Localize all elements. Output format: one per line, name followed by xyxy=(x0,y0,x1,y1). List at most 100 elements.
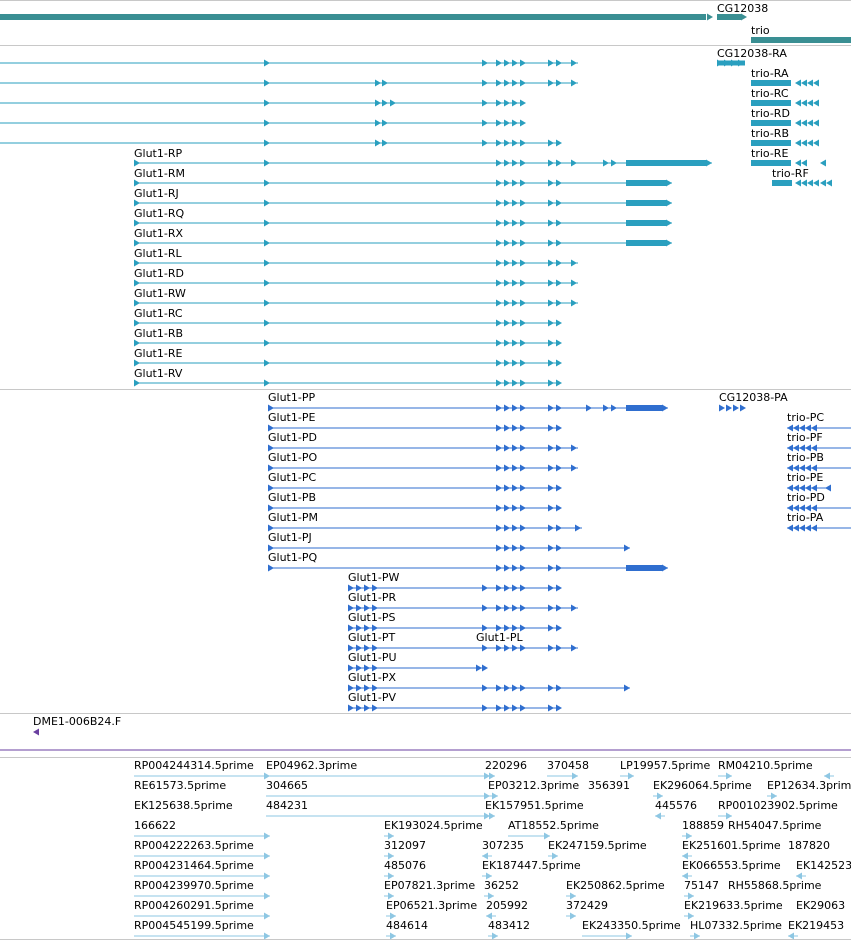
est-label[interactable]: 356391 xyxy=(588,779,630,792)
exon-arrow xyxy=(482,852,488,860)
est-label[interactable]: LP19957.5prime xyxy=(620,759,711,772)
est-label[interactable]: 484614 xyxy=(386,919,428,932)
est-label[interactable]: EK250862.5prime xyxy=(566,879,665,892)
mrna-label[interactable]: trio-RA xyxy=(751,67,789,80)
est-label[interactable]: EK142523 xyxy=(796,859,851,872)
protein-label[interactable]: trio-PD xyxy=(787,491,825,504)
protein-label[interactable]: Glut1-PO xyxy=(268,451,318,464)
mrna-label[interactable]: Glut1-RP xyxy=(134,147,183,160)
est-label[interactable]: 166622 xyxy=(134,819,176,832)
protein-label[interactable]: trio-PE xyxy=(787,471,824,484)
est-label[interactable]: RH54047.5prime xyxy=(728,819,822,832)
protein-label[interactable]: Glut1-PU xyxy=(348,651,397,664)
mrna-label[interactable]: Glut1-RM xyxy=(134,167,185,180)
mrna-label[interactable]: Glut1-RE xyxy=(134,347,183,360)
protein-label[interactable]: Glut1-PM xyxy=(268,511,318,524)
est-label[interactable]: 312097 xyxy=(384,839,426,852)
mrna-label[interactable]: Glut1-RX xyxy=(134,227,184,240)
mrna-label[interactable]: Glut1-RL xyxy=(134,247,182,260)
est-label[interactable]: 187820 xyxy=(788,839,830,852)
est-label[interactable]: EK29063 xyxy=(796,899,846,912)
est-label[interactable]: HL07332.5prime xyxy=(690,919,782,932)
est-label[interactable]: 483412 xyxy=(488,919,530,932)
est-label[interactable]: AT18552.5prime xyxy=(508,819,599,832)
est-label[interactable]: EK066553.5prime xyxy=(682,859,781,872)
protein-label[interactable]: CG12038-PA xyxy=(719,391,788,404)
mrna-label[interactable]: trio-RF xyxy=(772,167,809,180)
est-label[interactable]: RP004222263.5prime xyxy=(134,839,254,852)
est-label[interactable]: RP004260291.5prime xyxy=(134,899,254,912)
est-label[interactable]: RH55868.5prime xyxy=(728,879,822,892)
est-label[interactable]: EK157951.5prime xyxy=(485,799,584,812)
mrna-label[interactable]: Glut1-RC xyxy=(134,307,183,320)
utr-block xyxy=(0,14,706,20)
mrna-label[interactable]: trio-RB xyxy=(751,127,789,140)
est-label[interactable]: EP12634.3prime xyxy=(767,779,851,792)
est-label[interactable]: EK187447.5prime xyxy=(482,859,581,872)
mrna-label[interactable]: Glut1-RB xyxy=(134,327,184,340)
est-label[interactable]: 445576 xyxy=(655,799,697,812)
est-label[interactable]: 372429 xyxy=(566,899,608,912)
gene-label[interactable]: CG12038 xyxy=(717,2,769,15)
protein-label[interactable]: trio-PF xyxy=(787,431,823,444)
protein-label[interactable]: Glut1-PQ xyxy=(268,551,318,564)
repeat-label[interactable]: DME1-006B24.F xyxy=(33,715,122,728)
est-label[interactable]: EK125638.5prime xyxy=(134,799,233,812)
est-label[interactable]: RP004239970.5prime xyxy=(134,879,254,892)
gene-label[interactable]: trio xyxy=(751,24,770,37)
mrna-label[interactable]: CG12038-RA xyxy=(717,47,787,60)
est-label[interactable]: 370458 xyxy=(547,759,589,772)
est-label[interactable]: 205992 xyxy=(486,899,528,912)
est-label[interactable]: EK193024.5prime xyxy=(384,819,483,832)
exon-arrow xyxy=(504,119,510,127)
est-label[interactable]: 75147 xyxy=(684,879,719,892)
est-label[interactable]: RP004231464.5prime xyxy=(134,859,254,872)
est-label[interactable]: 36252 xyxy=(484,879,519,892)
protein-label[interactable]: Glut1-PC xyxy=(268,471,317,484)
protein-label[interactable]: Glut1-PJ xyxy=(268,531,312,544)
est-label[interactable]: 485076 xyxy=(384,859,426,872)
est-label[interactable]: EK296064.5prime xyxy=(653,779,752,792)
est-label[interactable]: 307235 xyxy=(482,839,524,852)
protein-label[interactable]: Glut1-PP xyxy=(268,391,316,404)
est-label[interactable]: EP04962.3prime xyxy=(266,759,358,772)
est-label[interactable]: EK247159.5prime xyxy=(548,839,647,852)
mrna-label[interactable]: Glut1-RJ xyxy=(134,187,179,200)
protein-label[interactable]: Glut1-PD xyxy=(268,431,317,444)
est-label[interactable]: RP004244314.5prime xyxy=(134,759,254,772)
protein-label[interactable]: Glut1-PE xyxy=(268,411,316,424)
protein-label[interactable]: Glut1-PT xyxy=(348,631,396,644)
protein-label[interactable]: trio-PB xyxy=(787,451,824,464)
protein-label[interactable]: Glut1-PR xyxy=(348,591,397,604)
est-label[interactable]: EK219453 xyxy=(788,919,845,932)
protein-label[interactable]: Glut1-PL xyxy=(476,631,523,644)
protein-label[interactable]: Glut1-PB xyxy=(268,491,317,504)
est-label[interactable]: RM04210.5prime xyxy=(718,759,813,772)
est-label[interactable]: 220296 xyxy=(485,759,527,772)
protein-label[interactable]: Glut1-PV xyxy=(348,691,396,704)
est-label[interactable]: 188859 xyxy=(682,819,724,832)
est-label[interactable]: EK251601.5prime xyxy=(682,839,781,852)
protein-label[interactable]: Glut1-PW xyxy=(348,571,400,584)
mrna-label[interactable]: trio-RE xyxy=(751,147,789,160)
est-label[interactable]: 484231 xyxy=(266,799,308,812)
est-label[interactable]: RE61573.5prime xyxy=(134,779,227,792)
mrna-label[interactable]: Glut1-RW xyxy=(134,287,186,300)
protein-label[interactable]: trio-PA xyxy=(787,511,824,524)
protein-label[interactable]: Glut1-PS xyxy=(348,611,396,624)
est-label[interactable]: RP001023902.5prime xyxy=(718,799,838,812)
mrna-label[interactable]: Glut1-RV xyxy=(134,367,183,380)
est-label[interactable]: EK219633.5prime xyxy=(684,899,783,912)
protein-label[interactable]: Glut1-PX xyxy=(348,671,397,684)
est-label[interactable]: EP03212.3prime xyxy=(488,779,580,792)
est-label[interactable]: 304665 xyxy=(266,779,308,792)
protein-label[interactable]: trio-PC xyxy=(787,411,825,424)
mrna-label[interactable]: Glut1-RD xyxy=(134,267,184,280)
mrna-label[interactable]: trio-RC xyxy=(751,87,789,100)
est-label[interactable]: RP004545199.5prime xyxy=(134,919,254,932)
mrna-label[interactable]: trio-RD xyxy=(751,107,790,120)
est-label[interactable]: EK243350.5prime xyxy=(582,919,681,932)
mrna-label[interactable]: Glut1-RQ xyxy=(134,207,185,220)
est-label[interactable]: EP07821.3prime xyxy=(384,879,476,892)
est-label[interactable]: EP06521.3prime xyxy=(386,899,478,912)
